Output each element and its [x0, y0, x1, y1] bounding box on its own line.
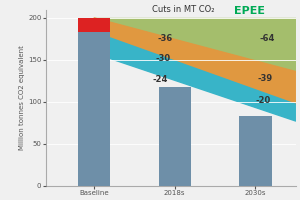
Text: -30: -30 [155, 54, 170, 63]
Text: -64: -64 [260, 34, 275, 43]
Text: -36: -36 [158, 34, 173, 43]
Text: Cuts in MT CO₂: Cuts in MT CO₂ [152, 5, 214, 14]
Polygon shape [94, 32, 296, 121]
Polygon shape [94, 18, 296, 104]
Bar [78, 32, 110, 186]
Text: -20: -20 [256, 96, 271, 105]
Text: -24: -24 [152, 75, 168, 84]
Bar [239, 116, 272, 186]
Text: EPEE: EPEE [234, 6, 265, 16]
Polygon shape [94, 18, 296, 72]
Bar [159, 87, 191, 186]
Bar [78, 18, 110, 32]
Text: -39: -39 [258, 74, 273, 83]
Y-axis label: Million tonnes CO2 equivalent: Million tonnes CO2 equivalent [19, 45, 25, 150]
